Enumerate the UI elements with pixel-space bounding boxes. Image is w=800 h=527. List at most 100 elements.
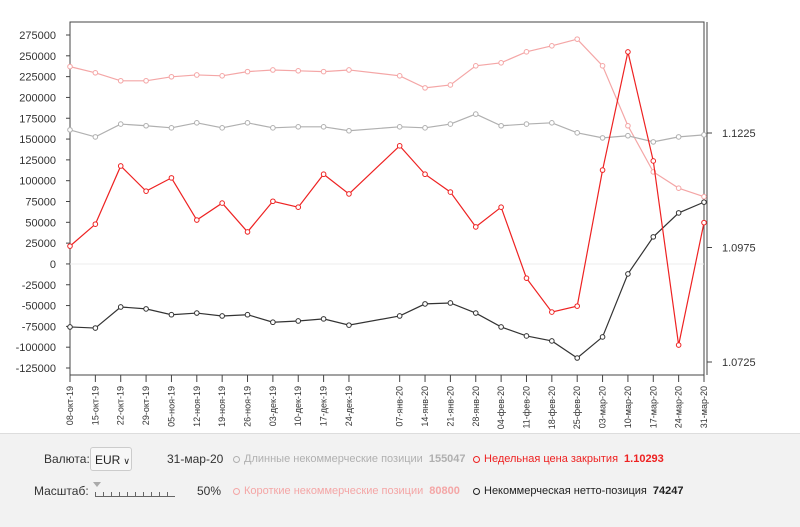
scale-slider[interactable]	[95, 488, 175, 497]
legend-short[interactable]: Короткие некоммерческие позиции 80800	[233, 485, 460, 497]
legend-price[interactable]: Недельная цена закрытия 1.10293	[473, 453, 664, 465]
scale-slider-thumb[interactable]	[93, 482, 101, 487]
left-tick-label: -50000	[22, 301, 56, 313]
data-point	[320, 124, 327, 130]
data-point	[549, 309, 555, 315]
data-point	[625, 49, 631, 55]
data-point	[523, 275, 530, 281]
data-point	[675, 342, 682, 348]
data-point	[574, 130, 581, 136]
data-point	[67, 63, 73, 70]
data-point	[447, 121, 454, 127]
legend-price-label: Недельная цена закрытия	[484, 453, 619, 465]
data-point	[498, 204, 504, 210]
data-point	[168, 125, 175, 131]
data-point	[219, 72, 225, 79]
data-point	[92, 221, 99, 227]
data-point	[650, 139, 657, 145]
x-tick-label: 21-янв-20	[445, 386, 455, 427]
data-point	[295, 204, 302, 210]
left-tick-label: 275000	[19, 30, 56, 42]
data-point	[701, 193, 707, 200]
scale-value: 50%	[197, 484, 222, 498]
currency-value: EUR	[95, 453, 121, 467]
left-tick-label: 100000	[19, 176, 56, 188]
data-point	[219, 313, 225, 319]
left-tick-label: -100000	[16, 342, 56, 354]
right-tick-label: 1.1225	[722, 128, 756, 140]
legend-long-value: 155047	[428, 453, 466, 465]
data-point	[168, 175, 175, 181]
data-point	[625, 132, 631, 139]
data-point	[346, 127, 352, 134]
left-tick-label: 125000	[19, 155, 56, 167]
data-point	[472, 63, 479, 69]
data-point	[574, 303, 581, 309]
x-tick-label: 10-мар-20	[623, 386, 633, 428]
data-point	[599, 135, 606, 141]
data-point	[270, 198, 276, 205]
series-line	[69, 51, 705, 346]
control-panel: Валюта: EUR ∨ 31-мар-20 Масштаб: 50% Длин…	[0, 433, 800, 527]
series-Длинные-некоммерческие-позиции	[67, 111, 707, 145]
data-point	[194, 72, 200, 78]
legend-short-value: 80800	[429, 485, 460, 497]
x-tick-label: 11-фев-20	[521, 386, 531, 429]
data-point	[675, 210, 682, 216]
left-tick-label: 225000	[19, 72, 56, 84]
left-tick-label: 75000	[25, 197, 56, 209]
data-point	[219, 125, 225, 131]
data-point	[396, 72, 403, 79]
currency-select[interactable]: EUR ∨	[90, 447, 132, 471]
circle-icon	[473, 487, 480, 495]
x-tick-label: 12-ноя-19	[192, 386, 202, 427]
x-tick-label: 05-ноя-19	[166, 386, 176, 427]
data-point	[498, 60, 504, 66]
legend-long[interactable]: Длинные некоммерческие позиции 155047	[233, 453, 466, 465]
chevron-down-icon: ∨	[123, 456, 130, 466]
data-point	[472, 224, 479, 230]
x-tick-label: 24-мар-20	[674, 386, 684, 428]
data-point	[244, 68, 251, 75]
x-tick-label: 03-мар-20	[598, 386, 608, 428]
data-point	[67, 243, 73, 249]
data-point	[599, 167, 606, 173]
x-tick-label: 10-дек-19	[293, 386, 303, 426]
legend-net[interactable]: Некоммерческая нетто-позиция 74247	[473, 485, 683, 497]
x-tick-label: 15-окт-19	[90, 386, 100, 425]
left-tick-label: -125000	[16, 363, 56, 375]
x-tick-label: 17-дек-19	[319, 386, 329, 426]
data-point	[549, 338, 555, 344]
data-point	[701, 132, 707, 138]
legend-net-label: Некоммерческая нетто-позиция	[484, 485, 647, 497]
data-point	[320, 68, 327, 75]
x-tick-label: 25-фев-20	[572, 386, 582, 429]
data-point	[320, 316, 327, 322]
data-point	[549, 120, 555, 126]
data-point	[396, 124, 403, 130]
data-point	[472, 111, 479, 117]
data-point	[574, 355, 581, 361]
data-point	[117, 304, 124, 310]
x-tick-label: 14-янв-20	[420, 386, 430, 427]
data-point	[67, 324, 73, 330]
data-point	[675, 185, 682, 191]
series-Некоммерческая-нетто-позиция	[67, 199, 707, 361]
data-point	[320, 171, 327, 178]
data-point	[650, 234, 657, 240]
x-tick-label: 04-фев-20	[496, 386, 506, 429]
x-tick-label: 03-дек-19	[268, 386, 278, 426]
data-point	[701, 199, 707, 205]
x-tick-label: 24-дек-19	[344, 386, 354, 426]
data-point	[422, 85, 428, 91]
data-point	[219, 200, 225, 206]
data-point	[650, 158, 657, 164]
data-point	[523, 121, 530, 127]
left-tick-label: 0	[50, 259, 56, 271]
x-tick-label: 07-янв-20	[395, 386, 405, 427]
data-point	[295, 124, 302, 130]
legend-net-value: 74247	[652, 485, 684, 497]
x-tick-label: 31-мар-20	[699, 386, 709, 428]
data-point	[92, 325, 99, 331]
series-Короткие-некоммерческие-позиции	[67, 36, 707, 200]
